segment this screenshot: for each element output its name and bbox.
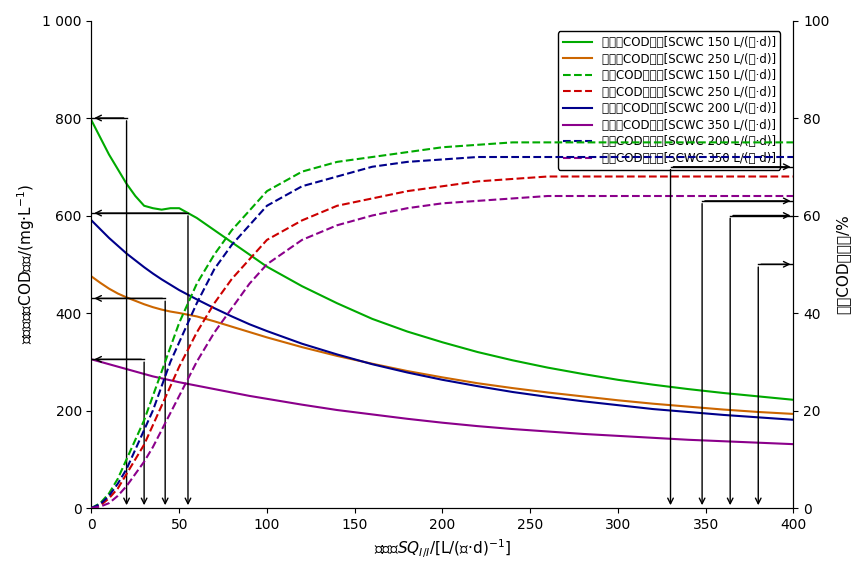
Legend: 管网中COD浓度[SCWC 150 L/(人·d)], 管网中COD浓度[SCWC 250 L/(人·d)], 溢出COD负荷比[SCWC 150 L/(人·d: 管网中COD浓度[SCWC 150 L/(人·d)], 管网中COD浓度[SCW… bbox=[558, 31, 780, 170]
X-axis label: 外来水$SQ_{I/I}$/[L/(人·d)$^{-1}$]: 外来水$SQ_{I/I}$/[L/(人·d)$^{-1}$] bbox=[374, 537, 511, 560]
Y-axis label: 溢流COD负荷比/%: 溢流COD负荷比/% bbox=[835, 214, 850, 314]
Y-axis label: 管网内污水COD浓度/(mg·L$^{-1}$): 管网内污水COD浓度/(mg·L$^{-1}$) bbox=[15, 184, 36, 344]
